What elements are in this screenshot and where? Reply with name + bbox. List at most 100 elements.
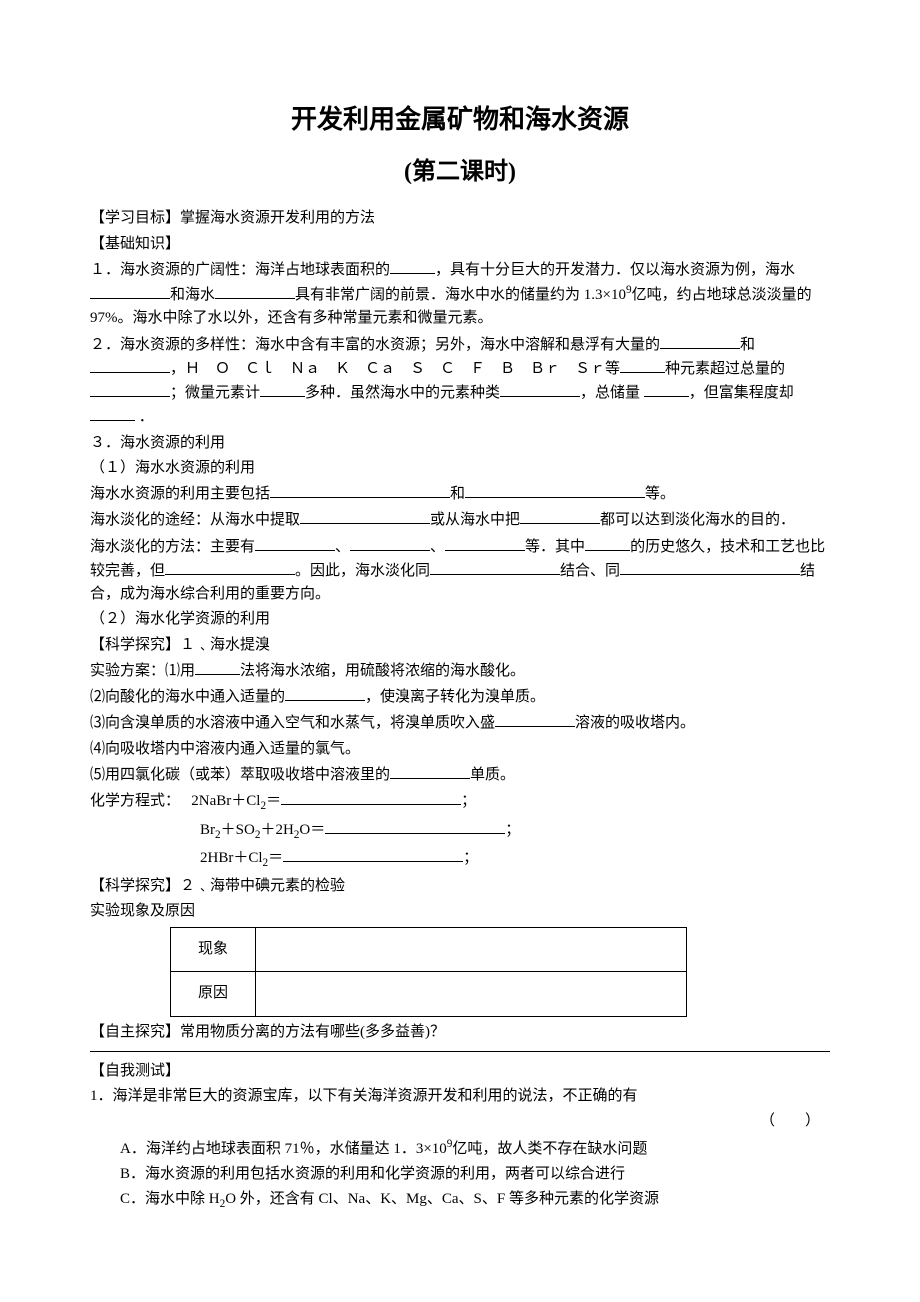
learning-goal: 【学习目标】掌握海水资源开发利用的方法 xyxy=(90,207,830,230)
q1-b: B．海水资源的利用包括水资源的利用和化学资源的利用，两者可以综合进行 xyxy=(90,1163,830,1186)
s1-1a: 实验方案：⑴用 xyxy=(90,663,195,679)
semi: ； xyxy=(505,822,520,838)
b3-3g: 结合、同 xyxy=(560,563,620,579)
self-test-heading: 【自我测试】 xyxy=(90,1060,830,1083)
blank xyxy=(520,508,600,524)
eq1-eq: ＝ xyxy=(266,793,281,809)
blank xyxy=(390,763,470,779)
b3-3b: 、 xyxy=(335,539,350,555)
q1a-post: 亿吨，故人类不存在缺水问题 xyxy=(452,1141,647,1157)
blank xyxy=(495,711,575,727)
s1-5: ⑸用四氯化碳（或苯）萃取吸收塔中溶液里的单质。 xyxy=(90,763,830,787)
b3-2c: 都可以达到淡化海水的目的． xyxy=(600,512,795,528)
row-label: 现象 xyxy=(171,928,256,972)
b2-i: ． xyxy=(135,409,154,425)
eq3-l: 2HBr＋Cl xyxy=(200,850,263,866)
b3-1c: 等。 xyxy=(645,486,675,502)
para-b3-1: 海水水资源的利用主要包括 和 等。 xyxy=(90,482,830,506)
semi: ； xyxy=(461,793,476,809)
s1-3: ⑶向含溴单质的水溶液中通入空气和水蒸气，将溴单质吹入盛 溶液的吸收塔内。 xyxy=(90,711,830,735)
blank xyxy=(255,535,335,551)
blank xyxy=(285,685,365,701)
para-b3-2: 海水淡化的途经：从海水中提取 或从海水中把 都可以达到淡化海水的目的． xyxy=(90,508,830,532)
s1-2: ⑵向酸化的海水中通入适量的，使溴离子转化为溴单质。 xyxy=(90,685,830,709)
eq2: Br2＋SO2＋2H2O＝； xyxy=(90,818,830,844)
blank xyxy=(620,559,800,575)
q1c-pre: C．海水中除 H xyxy=(120,1191,220,1207)
b1-d: 具有非常广阔的前景．海水中水的储量约为 1.3×10 xyxy=(295,287,626,303)
blank xyxy=(90,381,170,397)
b3-heading: ３．海水资源的利用 xyxy=(90,432,830,455)
blank xyxy=(500,381,580,397)
observation-table: 现象 原因 xyxy=(170,927,687,1017)
b3-2-heading: （２）海水化学资源的利用 xyxy=(90,608,830,631)
s1-1: 实验方案：⑴用 法将海水浓缩，用硫酸将浓缩的海水酸化。 xyxy=(90,659,830,683)
blank xyxy=(90,283,170,299)
blank xyxy=(300,508,430,524)
row-value xyxy=(256,928,687,972)
doc-title: 开发利用金属矿物和海水资源 xyxy=(90,100,830,140)
blank xyxy=(390,258,435,274)
b3-1a: 海水水资源的利用主要包括 xyxy=(90,486,270,502)
q1: 1．海洋是非常巨大的资源宝库，以下有关海洋资源开发和利用的说法，不正确的有 xyxy=(90,1085,830,1108)
b2-f: 多种．虽然海水中的元素种类 xyxy=(305,385,500,401)
b2-h: ，但富集程度却 xyxy=(689,385,794,401)
q1-paren: （ ） xyxy=(90,1110,830,1133)
para-b3-3: 海水淡化的方法：主要有、、等．其中的历史悠久，技术和工艺也比较完善，但。因此，海… xyxy=(90,535,830,607)
blank xyxy=(281,789,461,805)
b3-3c: 、 xyxy=(430,539,445,555)
blank xyxy=(465,482,645,498)
b3-1-heading: （１）海水水资源的利用 xyxy=(90,457,830,480)
blank xyxy=(195,659,240,675)
b2-g: ，总储量 xyxy=(580,385,644,401)
blank xyxy=(215,283,295,299)
q1c-mid: O 外，还含有 Cl、Na、K、Mg、Ca、S、F 等多种元素的化学资源 xyxy=(225,1191,659,1207)
b1-a: １．海水资源的广阔性：海洋占地球表面积的 xyxy=(90,262,390,278)
document-page: 开发利用金属矿物和海水资源 (第二课时) 【学习目标】掌握海水资源开发利用的方法… xyxy=(0,0,920,1275)
table-row: 现象 xyxy=(171,928,687,972)
s1-3b: 溶液的吸收塔内。 xyxy=(575,715,695,731)
eq2-l: Br xyxy=(200,822,215,838)
blank xyxy=(445,535,525,551)
blank xyxy=(283,846,463,862)
self-explore: 【自主探究】常用物质分离的方法有哪些(多多益善)？ xyxy=(90,1021,830,1044)
eq2-m: ＋SO xyxy=(221,822,255,838)
s1-4: ⑷向吸收塔内中溶液内通入适量的氯气。 xyxy=(90,738,830,761)
b2-e: ；微量元素计 xyxy=(170,385,260,401)
b2-a: ２．海水资源的多样性：海水中含有丰富的水资源；另外，海水中溶解和悬浮有大量的 xyxy=(90,337,660,353)
eq1-l: 2NaBr＋Cl xyxy=(191,793,260,809)
blank xyxy=(90,405,135,421)
eq2-o: O＝ xyxy=(299,822,325,838)
b3-2a: 海水淡化的途经：从海水中提取 xyxy=(90,512,300,528)
eq3-eq: ＝ xyxy=(268,850,283,866)
basic-heading: 【基础知识】 xyxy=(90,233,830,256)
eq-label: 化学方程式： xyxy=(90,793,180,809)
sci1-heading: 【科学探究】１﹑海水提溴 xyxy=(90,634,830,657)
b3-2b: 或从海水中把 xyxy=(430,512,520,528)
q1-a: A．海洋约占地球表面积 71％，水储量达 1．3×109亿吨，故人类不存在缺水问… xyxy=(90,1136,830,1161)
blank xyxy=(660,333,740,349)
b1-c: 和海水 xyxy=(170,287,215,303)
blank xyxy=(585,535,630,551)
goal-text: 掌握海水资源开发利用的方法 xyxy=(180,210,375,226)
blank xyxy=(270,482,450,498)
blank xyxy=(620,357,665,373)
blank xyxy=(260,381,305,397)
eq2-m2: ＋2H xyxy=(260,822,293,838)
s1-3a: ⑶向含溴单质的水溶液中通入空气和水蒸气，将溴单质吹入盛 xyxy=(90,715,495,731)
semi: ； xyxy=(463,850,478,866)
s1-2b: ，使溴离子转化为溴单质。 xyxy=(365,689,545,705)
table-row: 原因 xyxy=(171,972,687,1016)
answer-line xyxy=(90,1050,830,1052)
b3-3f: 。因此，海水淡化同 xyxy=(295,563,430,579)
obs-heading: 实验现象及原因 xyxy=(90,900,830,923)
b2-c: ，Ｈ Ｏ Ｃｌ Ｎａ Ｋ Ｃａ Ｓ Ｃ Ｆ Ｂ Ｂｒ Ｓｒ等 xyxy=(170,361,620,377)
blank xyxy=(325,818,505,834)
blank xyxy=(430,559,560,575)
blank xyxy=(90,357,170,373)
s1-1b: 法将海水浓缩，用硫酸将浓缩的海水酸化。 xyxy=(240,663,525,679)
s1-5a: ⑸用四氯化碳（或苯）萃取吸收塔中溶液里的 xyxy=(90,767,390,783)
eq1: 化学方程式： 2NaBr＋Cl2＝； xyxy=(90,789,830,815)
blank xyxy=(644,381,689,397)
b3-1b: 和 xyxy=(450,486,465,502)
